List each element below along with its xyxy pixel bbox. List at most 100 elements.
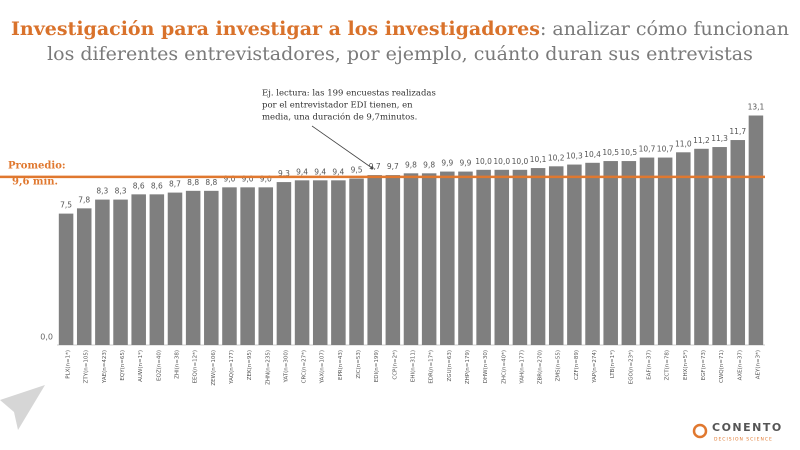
bar [276,182,292,345]
subtitle: los diferentes entrevistadores, por ejem… [47,43,753,65]
x-tick-label: AUW(n=1*) [138,350,144,382]
logo-text: CONENTO [712,421,783,434]
logo-icon [692,423,708,439]
value-label: 10,7 [657,145,674,154]
average-label: Promedio: [8,160,66,171]
bar [676,152,691,345]
value-label: 10,2 [548,153,565,162]
bar [639,157,655,345]
x-tick-label: EDI(n=199) [374,350,380,382]
x-tick-label: AXE(n=37) [737,350,743,380]
value-label: 9,7 [387,162,399,171]
value-label: 9,5 [351,166,363,175]
x-tick-label: DHW(n=30) [483,350,489,383]
x-tick-label: EDR(n=17*) [429,350,435,384]
x-tick-label: YAQ(n=177) [229,350,235,385]
bar [603,161,618,345]
x-tick-label: YAT(n=300) [283,350,289,384]
bar [294,180,310,345]
value-label: 10,0 [512,157,529,166]
x-tick-label: EAF(n=37) [647,350,653,380]
bar [349,178,364,345]
value-label: 8,3 [96,187,108,196]
x-tick-label: EGF(n=73) [701,350,707,380]
annotation: Ej. lectura: las 199 encuestas realizada… [262,89,436,123]
x-tick-label: ZMS(n=55) [556,350,562,381]
annotation-line: por el entrevistador EDI tienen, en [262,101,413,111]
value-label: 9,3 [278,169,290,178]
bar [712,147,727,345]
annotation-pointer [311,125,373,169]
bar [694,148,709,345]
bar [331,180,346,345]
x-tick-label: ZGU(n=63) [447,350,453,381]
x-tick-label: YAH(n=177) [519,350,525,385]
x-tick-label: ZHP(n=179) [465,350,471,384]
value-label: 10,5 [602,148,619,157]
value-label: 9,4 [332,167,344,176]
value-label: 7,5 [60,201,72,210]
bar [548,166,564,345]
value-label: 10,5 [620,148,637,157]
value-label: 11,0 [675,139,692,148]
x-tick-label: EQZ(n=40) [156,350,162,381]
x-tick-label: EHI(n=311) [411,350,417,382]
x-tick-label: EPR(n=43) [338,350,344,380]
x-tick-label: ZHN(n=235) [265,350,271,385]
x-tick-label: YAP(n=274) [592,350,598,384]
bar [621,161,637,345]
x-tick-label: EGO(n=23*) [628,350,634,384]
x-tick-label: LTB(n=1*) [610,350,616,378]
bar [440,171,455,345]
average-label: 9,6 min. [12,176,58,187]
value-label: 10,3 [566,152,583,161]
bar [530,168,546,345]
bar [385,175,401,345]
value-label: 10,0 [475,157,492,166]
bar [76,208,92,345]
value-label: 9,4 [314,167,326,176]
bar [494,169,510,345]
value-label: 10,0 [493,157,510,166]
annotation-dot [370,166,374,170]
annotation-line: media, una duración de 9,7minutos. [262,112,417,123]
value-label: 9,9 [459,159,471,168]
annotation-line: Ej. lectura: las 199 encuestas realizada… [262,89,436,99]
bar [512,169,528,345]
x-tick-label: ZIC(n=53) [356,350,362,379]
bar [204,190,219,345]
x-tick-label: ZCT(n=78) [665,350,671,380]
title-line: Investigación para investigar a los inve… [11,18,789,40]
x-tick-label: ZTY(n=105) [84,350,90,383]
x-tick-label: CZF(n=89) [574,350,580,380]
bar [730,140,746,345]
x-tick-label: ZEW(n=106) [211,350,217,386]
bar [403,173,419,345]
value-label: 9,8 [423,160,435,169]
bar [258,187,274,345]
value-label: 9,0 [242,174,254,183]
value-label: 8,8 [187,178,199,187]
value-label: 10,1 [530,155,547,164]
value-label: 9,9 [441,159,453,168]
x-tick-label: YAX(n=107) [320,350,326,384]
chart-title: Investigación para investigar a los inve… [11,18,540,40]
value-label: 7,8 [78,195,90,204]
value-label: 9,4 [296,167,308,176]
value-label: 8,7 [169,180,181,189]
bar [567,164,582,345]
x-tick-label: PLX(n=1*) [66,350,72,379]
x-tick-label: AEY(n=3*) [755,350,761,379]
y-tick-label: 0,0 [40,333,53,342]
subtitle: : analizar cómo funcionan [540,18,789,40]
x-tick-label: EHX(n=5*) [683,350,689,380]
bar [367,175,382,345]
corner-arrow [0,385,45,430]
x-tick-label: CWQ(n=71) [719,350,725,383]
value-label: 10,7 [639,145,656,154]
x-tick-label: ZBR(n=270) [538,350,544,384]
x-tick-label: EEQ(n=12*) [193,350,199,383]
x-tick-label: CCP(n=2*) [392,350,398,380]
value-label: 11,2 [693,136,710,145]
